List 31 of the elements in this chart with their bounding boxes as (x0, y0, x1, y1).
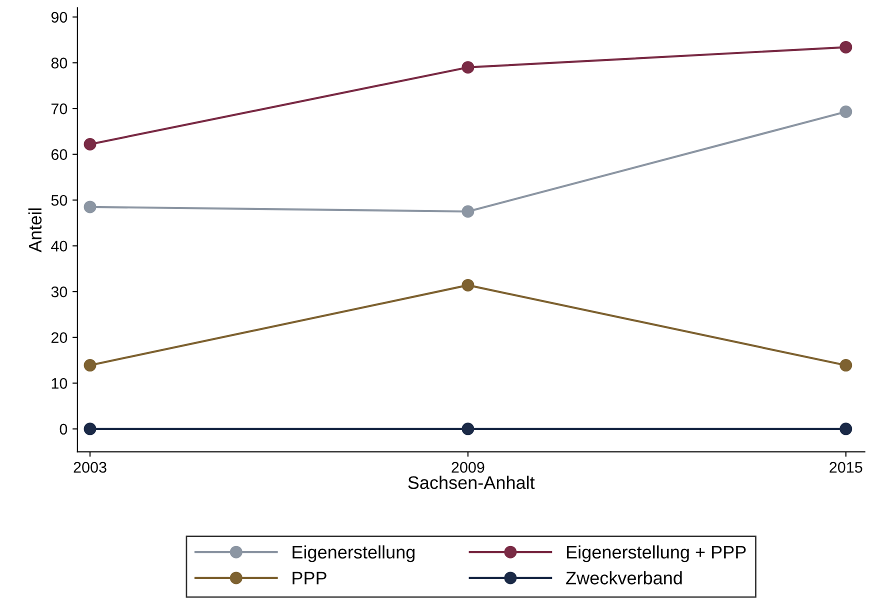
y-tick-label: 50 (51, 194, 68, 206)
point (84, 359, 96, 372)
point (84, 138, 96, 150)
point (840, 105, 852, 118)
point (840, 40, 852, 54)
y-tick-label: 60 (51, 149, 68, 160)
legend-label: Zweckverband (566, 571, 682, 584)
point (84, 422, 96, 436)
point (840, 422, 852, 436)
x-tick-label: 2015 (830, 462, 862, 473)
y-tick-label: 20 (51, 332, 68, 344)
x-tick-label: 2003 (74, 462, 106, 473)
point (462, 278, 474, 292)
y-axis-title: Anteil (28, 208, 42, 252)
y-tick-label: 90 (51, 12, 68, 23)
y-tick-label: 70 (52, 103, 68, 114)
x-axis-title: Sachsen-Anhalt (408, 476, 535, 490)
x-tick-label: 2009 (452, 462, 484, 473)
y-tick-label: 10 (52, 378, 68, 389)
point (840, 359, 852, 372)
legend-label: Eigenerstellung (292, 545, 415, 562)
point (84, 200, 96, 214)
y-tick-label: 80 (51, 58, 68, 68)
y-tick-label: 40 (51, 240, 68, 252)
point (462, 61, 474, 74)
legend-label: Eigenerstellung + PPP (567, 545, 746, 562)
point (462, 422, 474, 436)
legend-label: PPP (292, 572, 326, 584)
y-tick-label: 0 (60, 424, 68, 435)
y-tick-label: 30 (51, 286, 68, 298)
point (462, 205, 474, 218)
